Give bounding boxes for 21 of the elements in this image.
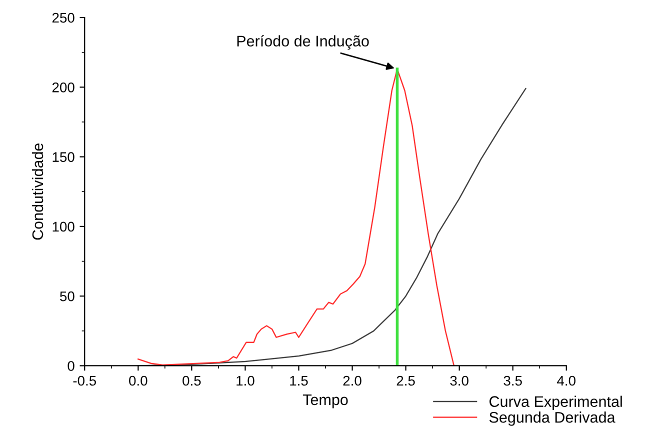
x-tick-label: 2.0 <box>343 376 362 386</box>
y-tick-label: 200 <box>52 82 74 92</box>
legend-label: Segunda Derivada <box>489 412 616 426</box>
y-tick-label: 250 <box>52 12 74 23</box>
x-tick-label: 2.5 <box>396 376 415 386</box>
y-axis-title: Condutividade <box>32 143 44 240</box>
annotation: Período de Indução <box>237 35 369 50</box>
x-tick-label: 1.0 <box>236 376 254 386</box>
y-tick-label: 100 <box>52 222 74 232</box>
x-tick-label: 0.0 <box>129 376 148 386</box>
x-axis-title: Tempo <box>302 394 348 408</box>
y-tick-label: 150 <box>52 152 74 162</box>
x-tick-label: 3.5 <box>504 376 522 386</box>
legend-label: Curva Experimental <box>490 396 622 410</box>
y-tick-label: 0 <box>68 361 74 371</box>
y-tick-label: 50 <box>60 291 74 302</box>
x-tick-label: -0.5 <box>73 376 96 386</box>
x-tick-label: 4.0 <box>557 376 576 386</box>
x-tick-label: 3.0 <box>450 376 468 386</box>
x-tick-label: 0.5 <box>182 376 201 386</box>
x-tick-label: 1.5 <box>290 376 308 386</box>
